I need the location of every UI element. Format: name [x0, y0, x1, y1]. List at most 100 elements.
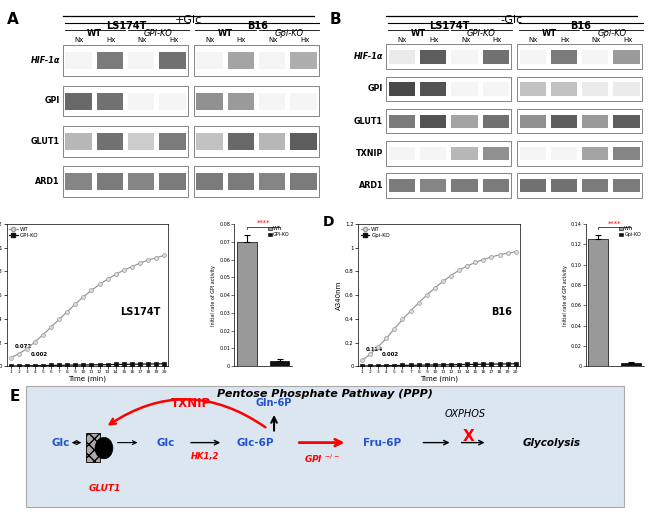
Bar [194, 86, 319, 116]
Bar [451, 50, 478, 64]
X-axis label: Time (min): Time (min) [68, 376, 107, 383]
Text: Hx: Hx [300, 37, 309, 43]
Text: GLUT1: GLUT1 [31, 137, 60, 146]
Legend: WT, GPI-KO: WT, GPI-KO [268, 226, 290, 237]
Bar [237, 242, 257, 366]
Bar [451, 179, 478, 192]
Bar [259, 93, 285, 110]
Bar [63, 86, 188, 116]
Text: Nx: Nx [592, 37, 601, 43]
Bar [386, 173, 512, 198]
Text: Nx: Nx [528, 37, 538, 43]
Bar [420, 82, 447, 96]
Bar [551, 82, 577, 96]
Text: 0.002: 0.002 [382, 353, 399, 357]
Bar [389, 179, 415, 192]
Text: HIF-1α: HIF-1α [354, 52, 383, 61]
Bar [196, 52, 223, 69]
Text: Hx: Hx [106, 37, 115, 43]
Bar [63, 126, 188, 157]
Text: Nx: Nx [138, 37, 147, 43]
Legend: WT, GPI-KO: WT, GPI-KO [9, 227, 38, 238]
Text: HIF-1α: HIF-1α [31, 56, 60, 65]
Bar [159, 52, 186, 69]
Bar [386, 44, 512, 69]
Text: WT: WT [87, 29, 102, 38]
Text: Glc: Glc [51, 437, 70, 448]
Bar [582, 179, 608, 192]
Text: GPI $^{-/-}$: GPI $^{-/-}$ [304, 452, 340, 465]
Text: Glc: Glc [157, 437, 175, 448]
Bar [386, 141, 512, 165]
Bar [259, 52, 285, 69]
Bar [451, 114, 478, 128]
Bar [291, 173, 317, 190]
Text: GPI-KO: GPI-KO [144, 29, 173, 38]
Text: -Glc: -Glc [500, 15, 523, 25]
Bar [420, 50, 447, 64]
Bar [227, 93, 254, 110]
Text: WT: WT [218, 29, 233, 38]
Bar [259, 133, 285, 150]
Bar [582, 114, 608, 128]
Bar [86, 433, 100, 462]
Text: Hx: Hx [429, 37, 439, 43]
Text: X: X [462, 429, 474, 444]
Bar [63, 166, 188, 197]
Bar [159, 133, 186, 150]
Bar [259, 173, 285, 190]
Bar [519, 147, 546, 160]
Bar [551, 179, 577, 192]
Bar [389, 114, 415, 128]
Bar [291, 52, 317, 69]
Legend: WT, Gpi-KO: WT, Gpi-KO [619, 226, 641, 237]
Text: GLUT1: GLUT1 [354, 117, 383, 126]
Ellipse shape [95, 437, 113, 459]
Bar [551, 147, 577, 160]
Bar [196, 93, 223, 110]
Text: B16: B16 [570, 21, 591, 31]
Bar [159, 93, 186, 110]
Bar [614, 50, 640, 64]
Text: GPI: GPI [44, 97, 60, 105]
Text: Gln-6P: Gln-6P [256, 399, 292, 408]
Bar [227, 52, 254, 69]
Bar [97, 133, 123, 150]
Text: B16: B16 [247, 21, 268, 31]
Text: ARD1: ARD1 [35, 177, 60, 186]
Text: Nx: Nx [397, 37, 407, 43]
Text: 0.072: 0.072 [14, 344, 32, 349]
Text: +Glc: +Glc [175, 15, 202, 25]
Text: Glc-6P: Glc-6P [236, 437, 274, 448]
Text: Gpi-KO: Gpi-KO [598, 29, 627, 38]
Bar [194, 126, 319, 157]
Text: Nx: Nx [461, 37, 471, 43]
Bar [482, 147, 509, 160]
Text: GPI: GPI [368, 84, 383, 94]
Bar [451, 82, 478, 96]
Bar [614, 114, 640, 128]
Text: Hx: Hx [623, 37, 633, 43]
Bar [420, 114, 447, 128]
Text: D: D [322, 216, 334, 230]
Text: ARD1: ARD1 [359, 181, 383, 190]
Text: TXNIP: TXNIP [356, 149, 383, 158]
Text: Hx: Hx [170, 37, 179, 43]
Bar [97, 173, 123, 190]
Bar [517, 109, 642, 133]
Bar [614, 147, 640, 160]
Text: 0.124: 0.124 [366, 347, 384, 352]
Text: WT: WT [541, 29, 556, 38]
Bar [128, 173, 155, 190]
Bar [128, 133, 155, 150]
Bar [128, 93, 155, 110]
Bar [517, 141, 642, 165]
Text: B16: B16 [491, 307, 512, 317]
Bar [517, 77, 642, 101]
Bar [519, 50, 546, 64]
Bar [517, 44, 642, 69]
Text: TXNIP: TXNIP [171, 397, 211, 410]
Y-axis label: A340nm: A340nm [336, 280, 343, 310]
Bar [66, 173, 92, 190]
Bar [519, 114, 546, 128]
